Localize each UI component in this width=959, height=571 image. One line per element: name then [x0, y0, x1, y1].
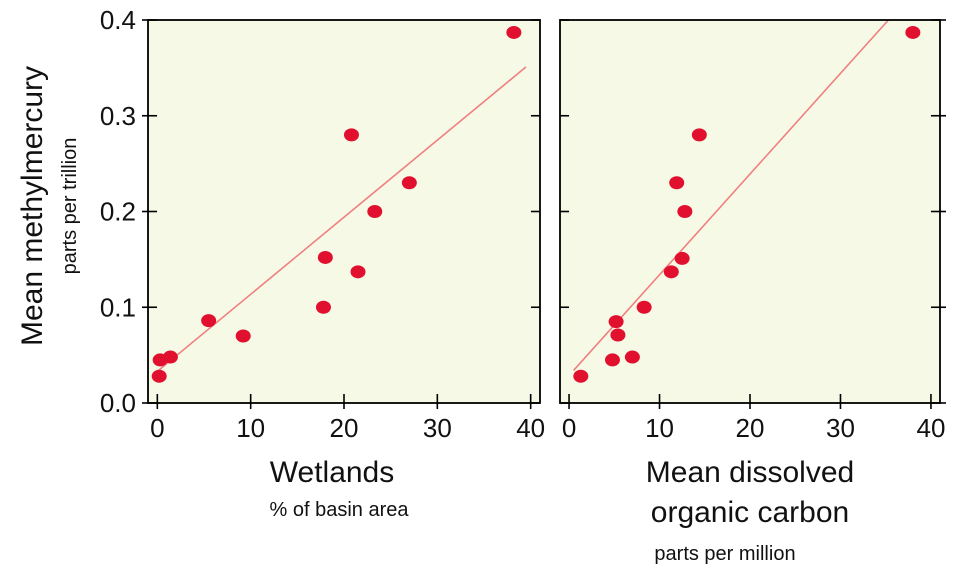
carbon-x-tick-label: 10 [645, 413, 674, 443]
carbon-data-point [669, 176, 685, 190]
wetlands-data-point [506, 25, 522, 39]
wetlands-data-point [350, 265, 366, 279]
carbon-x-axis-label-line: Mean dissolved [646, 456, 854, 489]
wetlands-data-point [235, 329, 251, 343]
wetlands-y-tick-label: 0.2 [100, 197, 136, 227]
wetlands-data-point [315, 300, 331, 314]
carbon-x-tick-label: 40 [916, 413, 945, 443]
wetlands-data-point [151, 369, 167, 383]
wetlands-y-tick-label: 0.4 [100, 5, 136, 35]
carbon-fit-line [572, 20, 890, 371]
wetlands-y-tick-label: 0.0 [100, 388, 136, 418]
wetlands-x-tick-label: 30 [423, 413, 452, 443]
wetlands-y-tick-label: 0.1 [100, 292, 136, 322]
dissolved-carbon-panel: 0 10 20 30 40 Mean dissolved organic carbon par… [559, 19, 946, 565]
wetlands-y-tick-label: 0.3 [100, 101, 136, 131]
wetlands-data-point [201, 314, 217, 328]
wetlands-x-tick-label: 40 [516, 413, 545, 443]
carbon-data-point [636, 300, 652, 314]
carbon-x-tick-label: 20 [736, 413, 765, 443]
y-axis-label: Mean methylmercury [16, 66, 49, 346]
carbon-data-point [610, 328, 626, 342]
wetlands-x-tick-label: 0 [150, 413, 164, 443]
wetlands-x-tick-label: 20 [330, 413, 359, 443]
carbon-data-point [674, 251, 690, 265]
y-axis-unit: parts per trillion [59, 138, 81, 275]
carbon-x-axis-label-line: organic carbon [651, 496, 849, 529]
carbon-data-point [573, 369, 589, 383]
carbon-data-point [691, 128, 707, 142]
wetlands-data-point [367, 205, 383, 218]
wetlands-x-axis-unit: % of basin area [270, 499, 410, 521]
wetlands-plot-area [148, 20, 540, 403]
carbon-x-tick-label: 30 [826, 413, 855, 443]
carbon-data-point [604, 353, 620, 367]
wetlands-panel: 0 10 20 30 40 0.0 0.1 0.2 0.3 0.4 Wetlands % of bas… [100, 5, 545, 521]
carbon-plot-area [560, 20, 940, 403]
carbon-data-point [608, 315, 624, 329]
wetlands-x-axis-label: Wetlands [270, 456, 395, 489]
carbon-x-axis-unit: parts per million [654, 543, 795, 565]
wetlands-x-tick-label: 10 [236, 413, 265, 443]
wetlands-data-point [343, 128, 359, 142]
wetlands-data-point [401, 176, 417, 190]
carbon-x-tick-label: 0 [562, 413, 576, 443]
carbon-data-point [905, 25, 921, 39]
wetlands-fit-line [156, 66, 527, 373]
carbon-data-point [663, 265, 679, 279]
carbon-data-point [677, 205, 693, 218]
wetlands-data-point [162, 350, 178, 364]
carbon-data-point [624, 350, 640, 364]
wetlands-data-point [317, 250, 333, 264]
